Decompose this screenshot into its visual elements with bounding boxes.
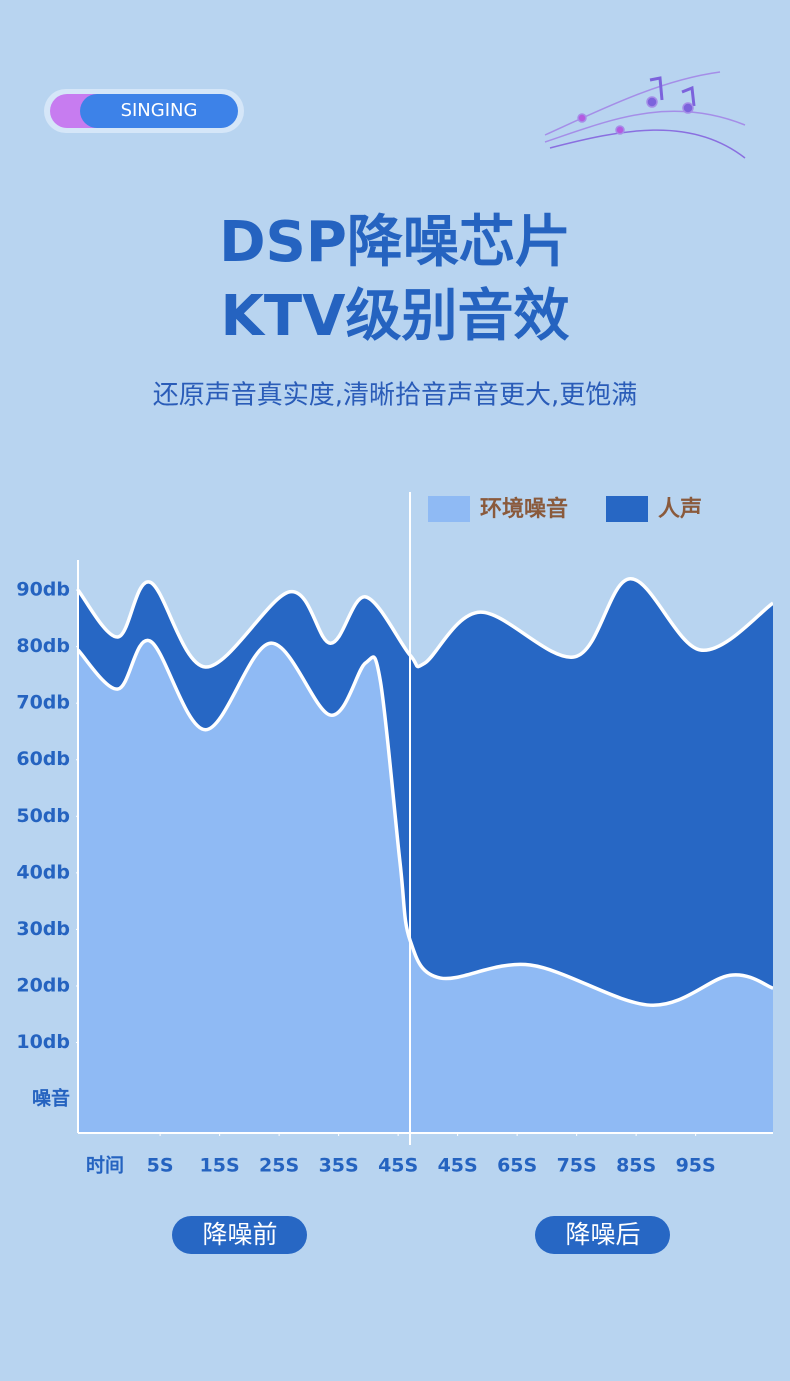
x-tick-label: 25S	[259, 1155, 299, 1177]
y-tick-label: 20db	[16, 974, 70, 996]
plot-area	[78, 577, 773, 1133]
y-tick-label: 80db	[16, 635, 70, 657]
after-label: 降噪后	[565, 1220, 640, 1249]
subtitle: 还原声音真实度,清晰拾音声音更大,更饱满	[153, 381, 638, 411]
x-tick-label: 85S	[616, 1155, 656, 1177]
y-tick-label: 70db	[16, 692, 70, 714]
area-line	[78, 638, 773, 1007]
x-tick-label: 15S	[200, 1155, 240, 1177]
x-tick-label: 65S	[497, 1155, 537, 1177]
legend-swatch	[428, 496, 470, 522]
title-line: DSP降噪芯片	[219, 210, 571, 275]
badge-text: SINGING	[121, 100, 198, 121]
badge-pill	[80, 94, 238, 128]
before-label: 降噪前	[202, 1220, 277, 1249]
legend-swatch	[606, 496, 648, 522]
x-tick-label: 35S	[319, 1155, 359, 1177]
after-button	[535, 1216, 670, 1254]
title-line: KTV级别音效	[221, 284, 570, 349]
area-line	[78, 577, 773, 669]
y-tick-label: 40db	[16, 861, 70, 883]
y-axis-label: 噪音	[32, 1087, 70, 1110]
x-tick-label: 45S	[438, 1155, 478, 1177]
x-tick-label: 5S	[147, 1155, 174, 1177]
x-tick-label: 95S	[676, 1155, 716, 1177]
y-tick-label: 60db	[16, 748, 70, 770]
legend-label: 环境噪音	[480, 496, 568, 522]
legend-label: 人声	[658, 497, 702, 522]
x-tick-label: 45S	[378, 1155, 418, 1177]
y-tick-label: 10db	[16, 1031, 70, 1053]
before-button	[172, 1216, 307, 1254]
y-tick-label: 50db	[16, 805, 70, 827]
y-tick-label: 30db	[16, 918, 70, 940]
x-tick-label: 75S	[557, 1155, 597, 1177]
area-fill	[78, 640, 773, 1133]
x-axis-label: 时间	[86, 1155, 124, 1177]
music-decoration	[544, 71, 746, 159]
y-tick-label: 90db	[16, 579, 70, 601]
